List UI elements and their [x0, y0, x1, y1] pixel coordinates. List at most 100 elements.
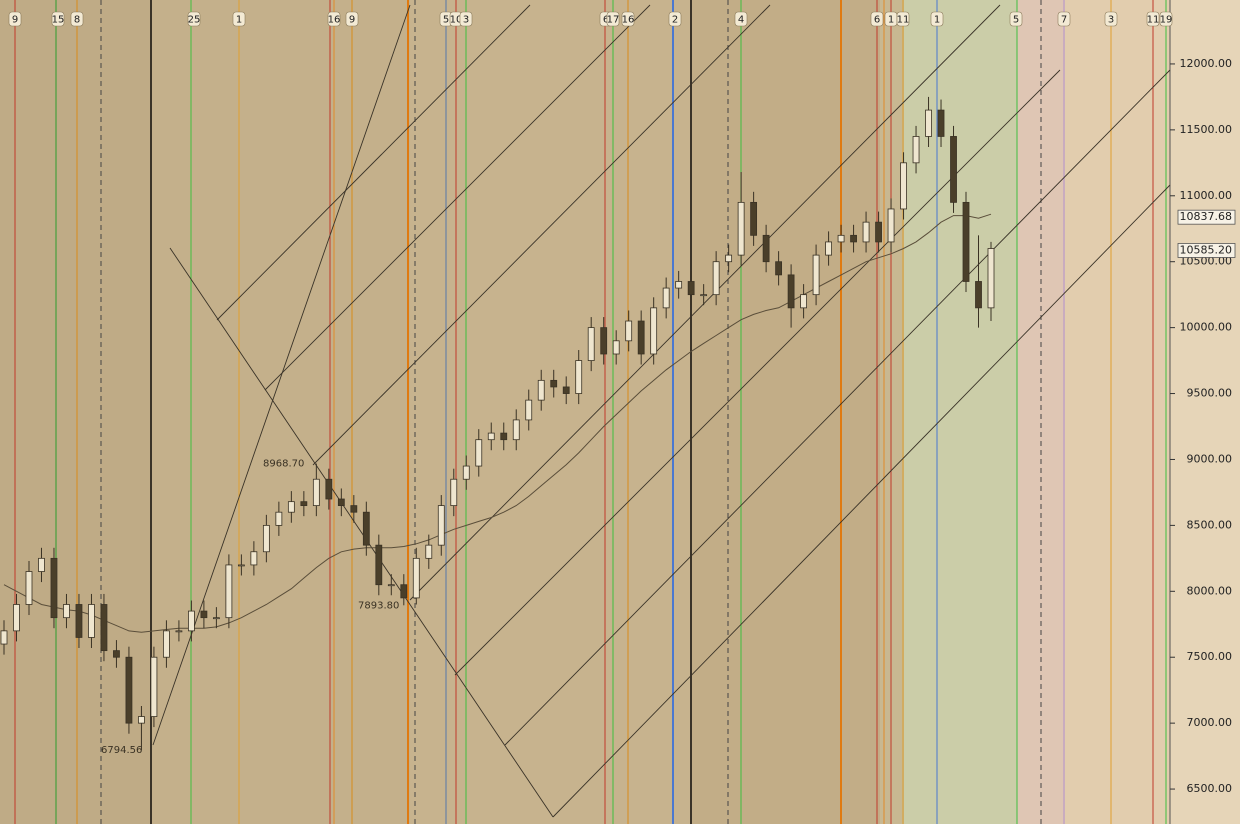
candle-body	[587, 327, 595, 361]
candle-body	[825, 241, 832, 256]
cycle-marker: 5	[443, 15, 449, 26]
candle-body	[125, 656, 133, 724]
y-tick-label: 7000.00	[1187, 716, 1233, 729]
y-tick-label: 10000.00	[1180, 321, 1233, 334]
candle-body	[250, 551, 258, 566]
candle-body	[875, 221, 882, 243]
candle-body	[950, 136, 957, 203]
candle-body	[225, 564, 233, 619]
candle-body	[50, 557, 58, 619]
cycle-marker-box	[1146, 11, 1160, 27]
y-tick-label: 9000.00	[1187, 452, 1233, 465]
candle-body	[0, 630, 8, 645]
y-tick-label: 11000.00	[1180, 189, 1233, 202]
cycle-marker: 4	[738, 15, 744, 26]
candle-body	[600, 327, 608, 355]
candle-body	[712, 261, 720, 296]
candle-body	[762, 234, 770, 263]
candle-body	[275, 511, 283, 526]
moving-average	[3, 213, 992, 633]
y-tick-label: 10500.00	[1180, 255, 1233, 268]
candle-body	[337, 498, 345, 507]
candle-body	[350, 505, 358, 513]
candle-body	[937, 109, 945, 137]
candle-body	[725, 254, 733, 263]
y-tick-label: 11500.00	[1180, 123, 1233, 136]
candle-body	[662, 287, 670, 309]
cycle-marker: 8	[74, 15, 80, 26]
cycle-marker-box	[327, 11, 341, 27]
candle-body	[63, 604, 70, 619]
candle-body	[562, 386, 570, 394]
cycle-marker-box	[1159, 11, 1173, 27]
price-label-box	[1177, 209, 1236, 225]
candle-body	[687, 281, 695, 296]
candle-body	[262, 524, 270, 553]
candle-body	[987, 248, 995, 309]
price-label: 10837.68	[1180, 210, 1233, 223]
channel-line	[264, 4, 651, 391]
candle-body	[13, 604, 20, 632]
candle-body	[800, 294, 807, 309]
channel-lines	[14, 0, 1171, 824]
cycle-marker: 1	[236, 15, 242, 26]
y-tick-label: 8000.00	[1187, 584, 1233, 597]
candle-body	[625, 320, 633, 342]
cycle-marker-box	[930, 11, 944, 27]
candle-body	[38, 557, 45, 572]
cycle-marker: 2	[672, 15, 678, 26]
candle-body	[150, 656, 158, 717]
cycle-marker: 7	[1061, 15, 1067, 26]
candle-body	[400, 584, 408, 599]
candle-body	[612, 340, 620, 355]
candle-body	[912, 136, 920, 164]
candle-body	[100, 604, 108, 652]
cycle-marker: 1	[934, 15, 940, 26]
plot: 9 15 8 25 1 16 9 5 10 3 617 16 2 4 6 1 11 1 5 7 3 11 196500.00…	[0, 11, 1236, 795]
cycle-marker: 11	[897, 15, 910, 26]
cycle-marker-box	[621, 11, 635, 27]
cycle-marker: 5	[1013, 15, 1019, 26]
cycle-marker-box	[1057, 11, 1071, 27]
candle-body	[362, 511, 370, 546]
cycle-marker: 15	[52, 15, 65, 26]
candle-body	[975, 281, 982, 309]
candle-body	[412, 557, 420, 599]
channel-line	[454, 69, 1061, 676]
cycle-marker: 3	[463, 15, 469, 26]
cycle-marker-box	[896, 11, 910, 27]
candle-body	[525, 399, 533, 421]
candle-body	[237, 564, 245, 567]
candle-body	[462, 465, 470, 480]
candle-body	[537, 379, 545, 401]
candle-body	[175, 630, 183, 633]
candle-body	[200, 610, 208, 619]
channel-line	[216, 4, 531, 321]
cycle-marker-box	[51, 11, 65, 27]
cycle-marker: 6	[603, 15, 609, 26]
channel-line	[552, 184, 1171, 818]
candle-body	[700, 294, 708, 297]
candle-body	[750, 201, 758, 236]
price-label: 10585.20	[1180, 243, 1233, 256]
channel-line	[409, 4, 1001, 601]
candle-body	[962, 201, 970, 282]
candle-body	[450, 478, 458, 507]
cycle-marker: 10	[450, 15, 463, 26]
cycle-marker-box	[606, 11, 620, 27]
candle-body	[637, 320, 645, 355]
cycle-marker-box	[870, 11, 884, 27]
candle-body	[787, 274, 795, 309]
price-annotation: 6794.56	[101, 745, 142, 756]
candle-body	[550, 379, 558, 388]
price-label-box	[1177, 243, 1236, 258]
candle-body	[862, 221, 870, 243]
candle-body	[925, 109, 932, 137]
cycle-marker-box	[668, 11, 682, 27]
candle-body	[437, 505, 445, 546]
cycle-marker: 19	[1160, 15, 1173, 26]
candle-body	[287, 501, 295, 513]
cycle-marker-box	[70, 11, 84, 27]
